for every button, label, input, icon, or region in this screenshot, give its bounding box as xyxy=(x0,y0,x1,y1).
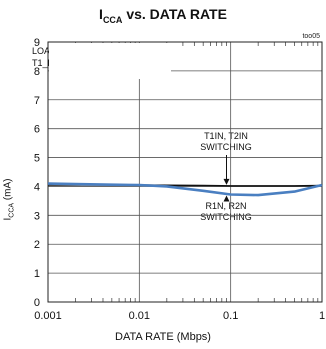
annotation-rx-line-1: R1N, R2N xyxy=(205,201,247,211)
note-background xyxy=(49,43,171,79)
y-tick-label: 9 xyxy=(34,37,40,49)
x-tick-label: 0.1 xyxy=(223,310,238,322)
annotation-rx-switching: R1N, R2N SWITCHING xyxy=(186,201,266,223)
y-tick-label: 1 xyxy=(34,268,40,280)
y-tick-label: 7 xyxy=(34,95,40,107)
annotation-tx-line-2: SWITCHING xyxy=(200,142,252,152)
plot-frame xyxy=(47,41,323,303)
arrow-head-tx xyxy=(223,178,230,185)
y-tick-label: 3 xyxy=(34,210,40,222)
annotation-tx-line-1: T1IN, T2IN xyxy=(204,131,248,141)
annotation-rx-line-2: SWITCHING xyxy=(200,212,252,222)
y-tick-label: 2 xyxy=(34,239,40,251)
y-tick-label: 6 xyxy=(34,124,40,136)
chart-title: ICCA vs. DATA RATE xyxy=(99,6,227,25)
figure-id-tag: too05 xyxy=(302,33,320,40)
arrow-head-rx xyxy=(223,195,230,202)
annotation-tx-switching: T1IN, T2IN SWITCHING xyxy=(186,131,266,153)
x-tick-label: 0.001 xyxy=(34,310,62,322)
y-tick-label: 5 xyxy=(34,153,40,165)
y-tick-label: 8 xyxy=(34,66,40,78)
x-axis-label: DATA RATE (Mbps) xyxy=(115,331,211,343)
y-tick-label: 4 xyxy=(34,181,40,193)
x-tick-label: 0.01 xyxy=(129,310,150,322)
series-line xyxy=(47,182,323,197)
x-tick-label: 1 xyxy=(319,310,325,322)
y-tick-label: 0 xyxy=(34,297,40,309)
